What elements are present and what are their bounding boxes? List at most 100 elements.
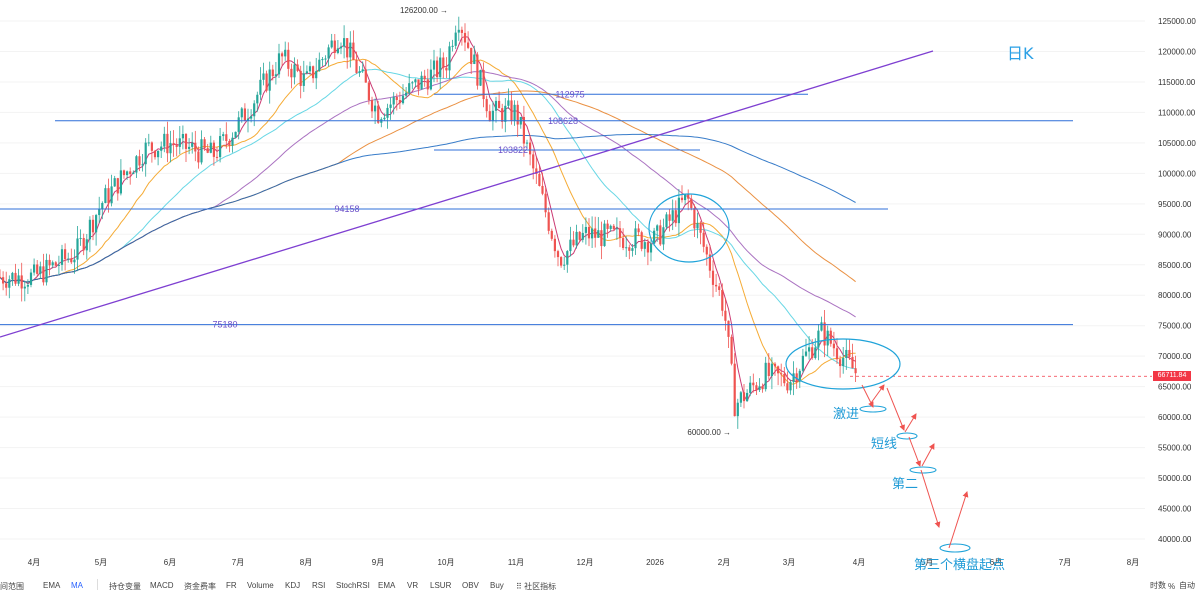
- candle-body: [188, 146, 191, 149]
- candle-body: [649, 243, 653, 253]
- toolbar-fr[interactable]: FR: [226, 581, 237, 590]
- toolbar-range[interactable]: 间范围: [0, 582, 24, 591]
- projection-arrow: [948, 491, 969, 549]
- time-tick-label: 8月: [300, 558, 312, 567]
- candle-body: [832, 343, 835, 349]
- candle-body: [532, 154, 535, 169]
- candle-body: [250, 116, 253, 119]
- toolbar-community-indicator[interactable]: ⠿ 社区指标: [516, 581, 556, 592]
- toolbar-stochrsi[interactable]: StochRSI: [336, 581, 370, 590]
- candle-body: [290, 68, 293, 78]
- candle-body: [141, 164, 144, 166]
- candle-body: [842, 357, 845, 367]
- candle-body: [780, 373, 783, 375]
- candle-body: [271, 69, 274, 77]
- candle-body: [57, 264, 60, 266]
- toolbar-kdj[interactable]: KDJ: [285, 581, 301, 590]
- toolbar-macd[interactable]: MACD: [150, 581, 174, 590]
- projection-arrow: [886, 387, 905, 431]
- candle-body: [746, 392, 749, 402]
- candle-body: [411, 82, 414, 84]
- extreme-labels: 126200.00 → 60000.00 →: [400, 6, 731, 437]
- candle-body: [42, 266, 45, 283]
- toolbar-funding-rate[interactable]: 资金费率: [184, 582, 216, 591]
- candle-body: [755, 385, 758, 391]
- candle-body: [715, 284, 718, 287]
- percent-scale-button[interactable]: %: [1168, 582, 1176, 591]
- candle-body: [237, 117, 240, 132]
- highlight-ellipse: [785, 338, 901, 390]
- candle-body: [51, 262, 54, 266]
- candle-body: [401, 95, 405, 104]
- annotation-short-term: 短线: [871, 437, 898, 452]
- projection-arrows: [861, 384, 969, 549]
- candle-body: [535, 168, 538, 174]
- candle-body: [327, 47, 330, 59]
- auto-scale-button[interactable]: 自动: [1179, 581, 1195, 590]
- horizontal-level-label: 108628: [548, 116, 578, 126]
- candle-body: [287, 49, 290, 69]
- candle-body: [615, 228, 618, 230]
- candle-body: [29, 272, 33, 285]
- moving-average-line: [0, 90, 856, 284]
- price-tick-label: 90000.00: [1158, 230, 1192, 239]
- candle-body: [67, 258, 70, 260]
- candle-body: [460, 29, 463, 33]
- last-price-tag: 66711.84: [1153, 371, 1191, 382]
- candle-body: [157, 150, 160, 158]
- target-ellipse: [896, 432, 918, 440]
- candle-body: [482, 69, 485, 100]
- candle-body: [674, 210, 677, 224]
- time-scale-button[interactable]: 时数: [1150, 581, 1166, 590]
- candle-body: [429, 69, 432, 90]
- candle-body: [733, 363, 736, 417]
- candle-body: [358, 71, 361, 73]
- candle-body: [284, 49, 287, 57]
- extreme-price-label: 60000.00 →: [687, 428, 731, 437]
- candle-body: [203, 139, 206, 149]
- projection-arrow: [861, 384, 874, 408]
- price-tick-label: 80000.00: [1158, 291, 1192, 300]
- candle-body: [690, 198, 693, 209]
- candle-body: [184, 133, 188, 149]
- toolbar-open-interest[interactable]: 持仓变量: [109, 582, 141, 591]
- candle-body: [693, 208, 696, 229]
- candle-body: [501, 108, 504, 122]
- candle-body: [5, 283, 8, 288]
- toolbar-obv[interactable]: OBV: [462, 581, 479, 590]
- toolbar-ema[interactable]: EMA: [43, 581, 61, 590]
- toolbar-buy[interactable]: Buy: [490, 581, 504, 590]
- price-tick-label: 95000.00: [1158, 200, 1192, 209]
- toolbar-vr[interactable]: VR: [407, 581, 419, 590]
- candle-body: [405, 92, 408, 96]
- candle-body: [783, 373, 786, 384]
- toolbar-ma[interactable]: MA: [71, 581, 83, 590]
- candle-body: [764, 362, 767, 390]
- candle-body: [274, 74, 277, 77]
- toolbar-rsi[interactable]: RSI: [312, 581, 326, 590]
- highlight-ellipses: [648, 193, 971, 553]
- candle-body: [848, 349, 851, 357]
- candle-body: [439, 57, 442, 78]
- toolbar-volume[interactable]: Volume: [247, 581, 274, 590]
- candle-body: [525, 142, 529, 144]
- candle-body: [702, 232, 705, 247]
- price-tick-label: 105000.00: [1158, 139, 1196, 148]
- candle-body: [684, 193, 687, 201]
- candle-body: [0, 276, 2, 278]
- toolbar-ema-2[interactable]: EMA: [378, 581, 396, 590]
- candle-body: [172, 143, 175, 145]
- candle-body: [45, 259, 48, 283]
- candle-body: [814, 347, 817, 359]
- candle-body: [246, 118, 250, 121]
- candle-body: [135, 156, 138, 173]
- candle-body: [529, 142, 532, 155]
- toolbar-lsur[interactable]: LSUR: [430, 581, 452, 590]
- toolbar-grid-icon: ⠿: [516, 582, 522, 591]
- candle-body: [367, 82, 370, 101]
- candle-body: [339, 46, 343, 49]
- price-tick-label: 110000.00: [1158, 108, 1196, 117]
- candle-body: [8, 279, 11, 288]
- candle-body: [308, 66, 312, 72]
